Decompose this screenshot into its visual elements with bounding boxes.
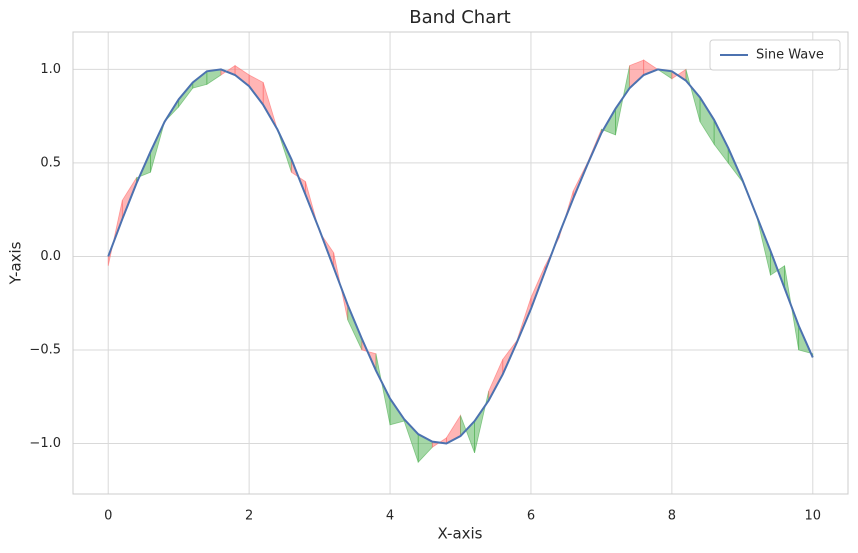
band-segment <box>615 65 630 135</box>
band-segment <box>629 59 645 90</box>
x-tick-label: 10 <box>804 509 821 524</box>
y-axis-label: Y-axis <box>7 241 25 285</box>
legend: Sine Wave <box>709 39 841 71</box>
x-axis-label: X-axis <box>438 525 483 543</box>
chart-title: Band Chart <box>409 7 510 28</box>
legend-box <box>709 39 841 71</box>
x-tick-label: 4 <box>386 509 394 524</box>
band-segment <box>375 353 391 425</box>
band-segment <box>713 119 729 165</box>
x-tick-label: 8 <box>668 509 676 524</box>
y-tick-label: 1.0 <box>40 62 61 77</box>
y-tick-label: −0.5 <box>29 342 61 357</box>
x-tick-label: 2 <box>245 509 253 524</box>
y-tick-label: 0.0 <box>40 249 61 264</box>
y-tick-label: 0.5 <box>40 155 61 170</box>
legend-label: Sine Wave <box>756 48 824 63</box>
x-tick-label: 6 <box>527 509 535 524</box>
plot-frame <box>72 31 849 495</box>
band-segment <box>262 82 278 130</box>
x-tick-label: 0 <box>104 509 112 524</box>
line <box>107 68 814 445</box>
band-segment <box>699 96 715 146</box>
y-tick-label: −1.0 <box>29 436 61 451</box>
